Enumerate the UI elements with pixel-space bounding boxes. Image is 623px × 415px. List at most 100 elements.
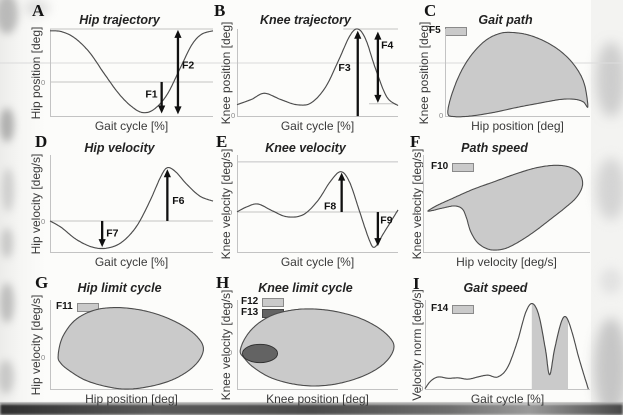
plot-canvas: F8 F9	[236, 155, 399, 253]
annotation-label: F4	[381, 39, 393, 51]
photo-smudge	[2, 168, 14, 212]
panel-title: Path speed	[461, 141, 528, 155]
legend: F14	[431, 303, 475, 314]
photo-smudge	[0, 283, 14, 323]
x-axis-label: Hip velocity [deg/s]	[456, 255, 557, 269]
plot-canvas	[424, 300, 590, 390]
panel-letter: A	[32, 1, 45, 20]
plot-canvas: F6 F7	[49, 155, 214, 253]
filled-loop	[447, 31, 589, 118]
y-axis-label: Knee velocity [deg/s]	[410, 148, 424, 260]
legend-swatch	[262, 297, 285, 307]
photo-smudge	[0, 108, 14, 142]
photo-smudge	[0, 0, 18, 34]
plot-canvas	[423, 155, 590, 253]
annotation-arrow-F3	[354, 30, 362, 117]
x-axis-label: Hip position [deg]	[85, 392, 178, 406]
annotation-arrow-F7	[98, 220, 106, 248]
axis-origin-label: 0	[414, 206, 419, 216]
inner-loop	[242, 343, 279, 364]
legend-label: F12	[241, 296, 259, 307]
curve	[424, 303, 589, 390]
photo-edge-right	[591, 0, 623, 415]
plot-canvas	[445, 29, 590, 118]
panel-title: Knee limit cycle	[258, 281, 353, 295]
annotation-arrow-F6	[163, 169, 171, 221]
axis-origin-label: 0	[228, 208, 233, 218]
panel-title: Knee trajectory	[259, 13, 351, 27]
annotation-label: F1	[145, 89, 157, 101]
x-axis-label: Hip position [deg]	[471, 119, 564, 133]
axis-origin-label: 0	[231, 111, 236, 120]
legend-label: F5	[429, 25, 441, 36]
plot-canvas	[50, 300, 213, 390]
annotation-arrow-F9	[374, 212, 382, 247]
panel-letter: B	[214, 1, 226, 20]
annotation-label: F6	[172, 195, 184, 207]
arrow-head	[174, 106, 182, 115]
annotation-label: F2	[182, 60, 194, 72]
panel-title: Hip velocity	[84, 141, 155, 155]
shaded-area	[531, 303, 568, 390]
y-axis-label: Hip velocity [deg/s]	[29, 153, 43, 255]
legend-label: F14	[431, 303, 449, 314]
annotation-label: F7	[106, 227, 118, 239]
legend-label: F13	[241, 307, 259, 318]
panel-title: Gait path	[478, 13, 533, 27]
x-axis-label: Gait cycle [%]	[94, 255, 169, 269]
annotation-arrow-F2	[174, 29, 182, 115]
annotation-arrow-F1	[158, 81, 166, 114]
x-axis-label: Gait cycle [%]	[280, 255, 355, 269]
filled-loop	[239, 308, 395, 387]
legend-row: F10	[431, 162, 475, 172]
axis-origin-label: 0	[41, 216, 46, 226]
axis-origin-label: 0	[419, 384, 424, 393]
axis-origin-label: 0	[41, 352, 46, 362]
legend-swatch	[452, 162, 475, 172]
photo-smudge	[600, 268, 622, 294]
panel-letter: I	[413, 274, 420, 293]
arrow-head	[174, 29, 182, 38]
curve	[49, 167, 214, 250]
axis-origin-label: 0	[228, 347, 233, 357]
panel-letter: G	[35, 273, 49, 292]
x-axis-label: Gait cycle [%]	[280, 119, 355, 133]
photo-smudge	[1, 228, 13, 258]
axis-origin-label: 0	[41, 77, 46, 87]
panel-title: Knee velocity	[265, 141, 346, 155]
curve	[50, 30, 214, 114]
legend-row: F14	[431, 303, 475, 314]
y-axis-label: Knee position [deg]	[417, 21, 431, 125]
panel-title: Hip trajectory	[79, 13, 160, 27]
arrow-head	[354, 30, 362, 39]
curve	[236, 28, 399, 107]
annotation-label: F8	[324, 200, 336, 212]
arrow-head	[158, 105, 166, 114]
annotation-arrow-F8	[338, 172, 346, 213]
axis-origin-label: 0	[439, 111, 444, 120]
photo-smudge	[596, 42, 623, 117]
legend-row: F11	[56, 302, 99, 312]
legend-row: F12	[241, 296, 285, 307]
filled-loop	[57, 307, 204, 390]
arrow-head	[163, 169, 171, 178]
y-axis-label: Hip velocity [deg/s]	[29, 294, 43, 396]
plot-canvas: F1 F2	[50, 28, 214, 117]
panel-letter: D	[35, 132, 48, 151]
panel-letter: C	[424, 1, 437, 20]
plot-canvas	[237, 300, 398, 390]
arrow-head	[98, 239, 106, 248]
photo-smudge	[596, 158, 623, 220]
x-axis-label: Knee position [deg]	[266, 392, 369, 406]
annotation-arrow-F4	[374, 31, 382, 103]
arrow-head	[374, 238, 382, 247]
legend: F11	[56, 302, 99, 312]
arrow-head	[374, 31, 382, 40]
panel-letter: H	[216, 273, 230, 292]
arrow-head	[338, 172, 346, 181]
x-axis-label: Gait cycle [%]	[470, 392, 545, 406]
arrow-head	[374, 94, 382, 103]
panel-letter: F	[410, 132, 421, 151]
photo-smudge	[594, 318, 623, 415]
